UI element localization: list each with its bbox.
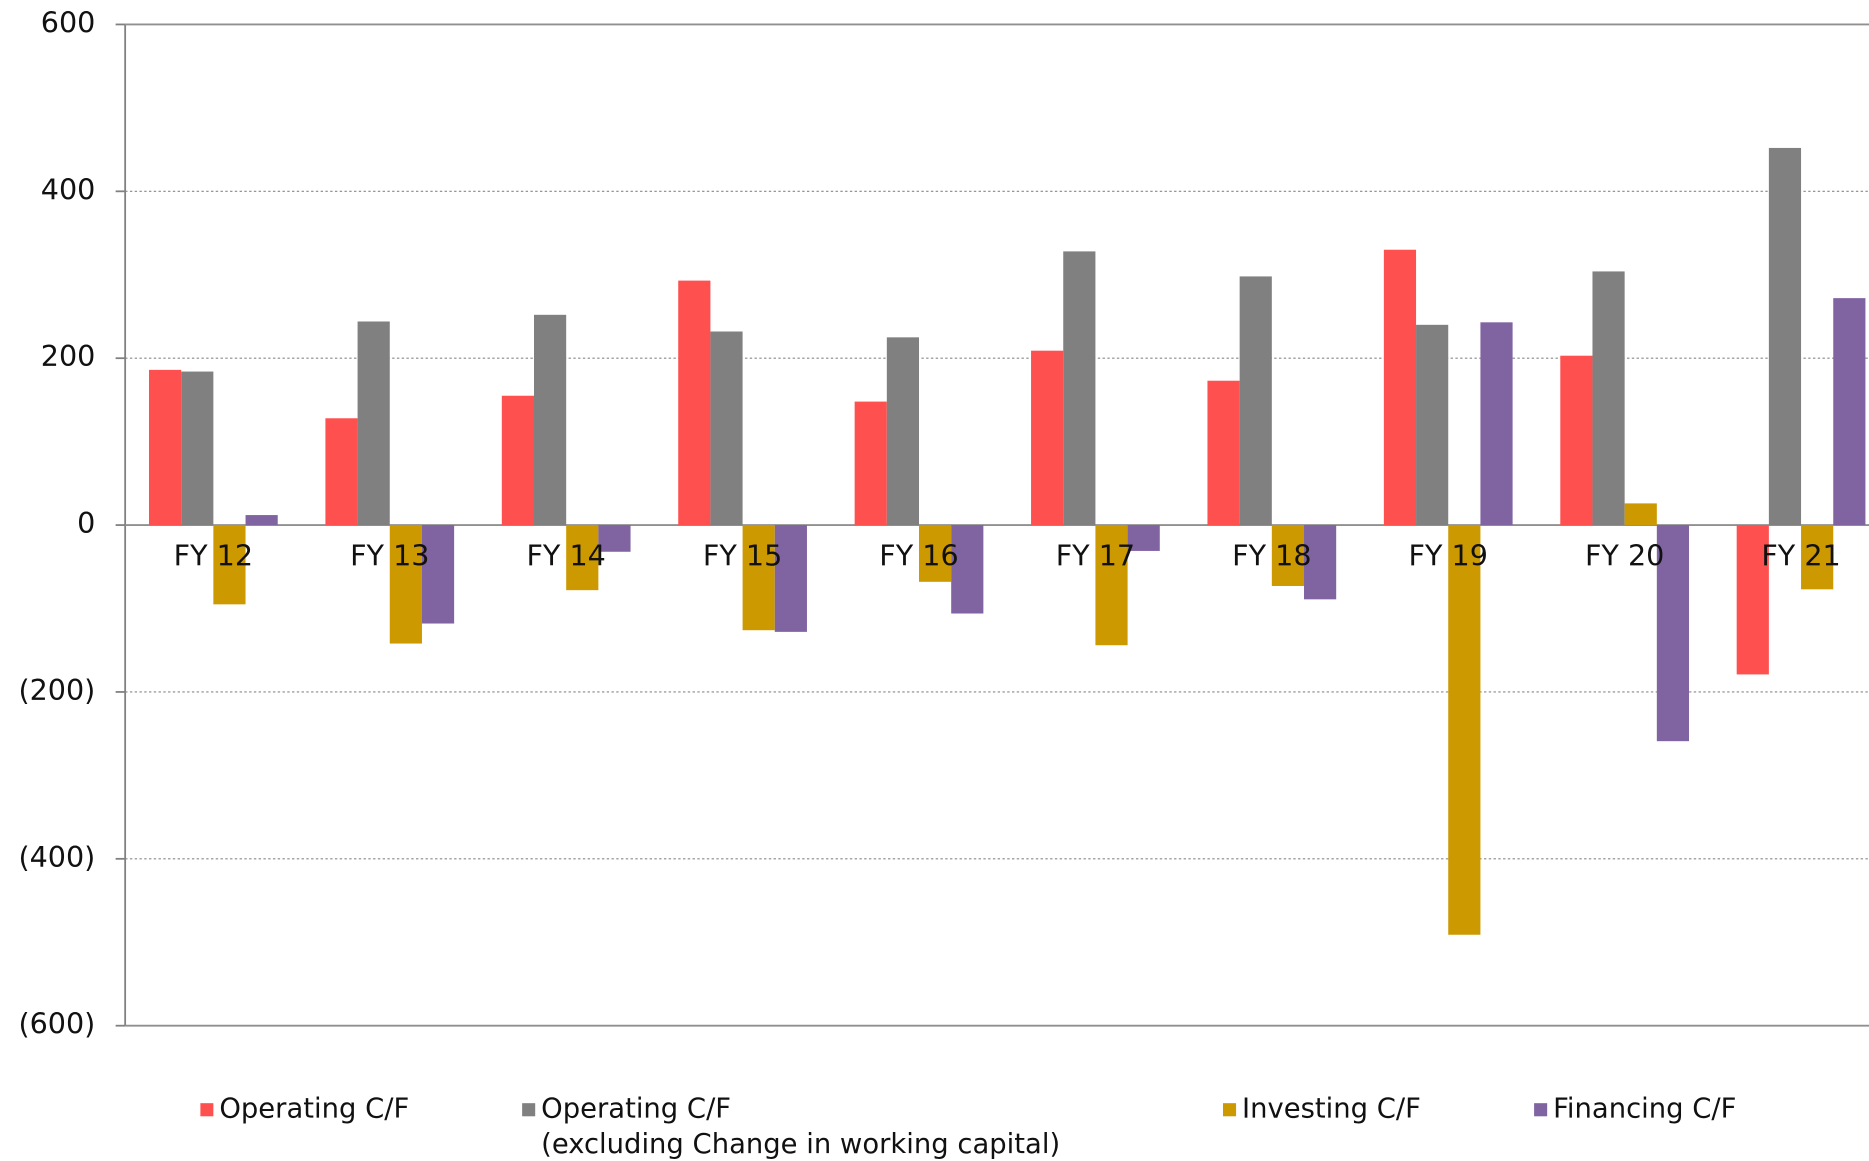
x-tick-label: FY 15: [703, 538, 782, 572]
bar: [325, 418, 358, 526]
bar: [1304, 525, 1337, 600]
bar: [1127, 525, 1160, 551]
x-tick-label: FY 12: [174, 538, 253, 572]
bar: [181, 371, 214, 526]
bar: [1271, 525, 1305, 586]
x-tick-label: FY 20: [1585, 538, 1664, 572]
legend-entry: Investing C/F: [1222, 1091, 1869, 1127]
bar: [1239, 276, 1272, 526]
bar: [1480, 322, 1513, 526]
bar: [1207, 380, 1240, 526]
bar: [1095, 525, 1128, 646]
bar: [1592, 271, 1625, 526]
bar: [245, 515, 278, 526]
x-tick-label: FY 13: [350, 538, 429, 572]
bar: [742, 525, 775, 631]
legend-swatch: [1222, 1103, 1237, 1117]
bar: [1624, 503, 1657, 526]
bar: [886, 337, 920, 526]
x-tick-label: FY 19: [1409, 538, 1488, 572]
legend-label: Operating C/F (excluding Change in worki…: [541, 1093, 1061, 1161]
y-tick-label: 600: [41, 5, 96, 39]
y-tick-label: (600): [18, 1007, 95, 1041]
legend-label: Investing C/F: [1242, 1093, 1421, 1125]
y-tick-label: 400: [41, 172, 96, 206]
bar: [1768, 147, 1802, 526]
x-tick-label: FY 18: [1232, 538, 1311, 572]
bar: [1560, 355, 1593, 526]
bar: [213, 525, 246, 605]
bar: [566, 525, 599, 591]
legend-swatch: [1534, 1103, 1548, 1117]
bar: [919, 525, 952, 582]
bar: [678, 280, 711, 526]
bar: [501, 395, 534, 526]
legend-label: Financing C/F: [1553, 1093, 1737, 1125]
bar: [710, 331, 743, 526]
legend-item: Investing C/F: [1222, 1091, 1869, 1127]
x-tick-label: FY 21: [1761, 538, 1840, 572]
legend-entry: Operating C/F: [200, 1091, 868, 1127]
legend-swatch: [522, 1103, 536, 1117]
x-tick-label: FY 17: [1056, 538, 1135, 572]
bar: [421, 525, 455, 624]
y-tick-label: (200): [18, 673, 95, 707]
y-tick-label: (400): [18, 840, 95, 874]
bar: [1833, 298, 1866, 526]
bar: [1383, 249, 1417, 526]
legend-item: Financing C/F: [1534, 1091, 1869, 1127]
bar: [951, 525, 984, 614]
bar: [534, 314, 567, 526]
bar: [1063, 251, 1096, 526]
y-tick-label: 200: [41, 339, 96, 373]
bar: [389, 525, 422, 644]
bar: [1656, 525, 1690, 742]
legend-item: Operating C/F (excluding Change in worki…: [522, 1091, 1189, 1161]
bar: [148, 369, 182, 526]
bar: [774, 525, 807, 632]
y-tick-label: 0: [77, 506, 95, 540]
bar: [598, 525, 631, 552]
x-tick-label: FY 14: [526, 538, 605, 572]
bar: [854, 401, 887, 526]
legend-label: Operating C/F: [219, 1093, 410, 1125]
legend-swatch: [200, 1103, 214, 1117]
bar: [1416, 324, 1449, 526]
legend-entry: Financing C/F: [1534, 1091, 1869, 1127]
bar: [1031, 350, 1064, 526]
bar: [1448, 525, 1481, 935]
legend-item: Operating C/F: [200, 1091, 868, 1127]
legend-entry: Operating C/F (excluding Change in worki…: [522, 1091, 1189, 1161]
x-tick-label: FY 16: [879, 538, 958, 572]
bar: [1801, 525, 1834, 590]
bar: [357, 321, 390, 526]
bar: [1736, 525, 1769, 675]
